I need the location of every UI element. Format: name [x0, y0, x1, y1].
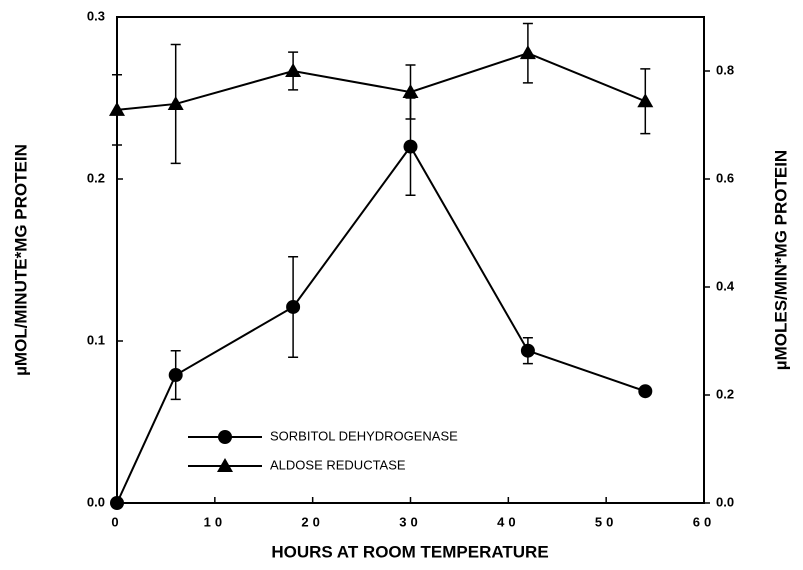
y2-tick-label: 0.0 [716, 494, 734, 509]
y-tick-label: 0.3 [87, 8, 105, 23]
point [168, 368, 183, 383]
legend-label: SORBITOL DEHYDROGENASE [270, 428, 458, 443]
series-line [116, 52, 646, 111]
point [110, 496, 124, 510]
x-tick-label: 20 [301, 514, 323, 529]
x-tick-label: 0 [111, 514, 122, 529]
y2-tick-label: 0.8 [716, 62, 734, 77]
point [109, 101, 125, 116]
series-line [116, 144, 646, 504]
y-axis-label: µMOL/MINUTE*MG PROTEIN [11, 144, 30, 376]
x-tick-label: 40 [497, 514, 519, 529]
legend-label: ALDOSE REDUCTASE [270, 457, 406, 472]
y2-tick-label: 0.2 [716, 386, 734, 401]
point [520, 343, 535, 358]
x-tick-label: 50 [595, 514, 617, 529]
x-tick-label: 60 [693, 514, 715, 529]
y-tick-label: 0.0 [87, 494, 105, 509]
point [403, 139, 418, 154]
x-tick-label: 10 [204, 514, 226, 529]
point [637, 93, 654, 108]
y2-axis-label: µMOLES/MIN*MG PROTEIN [771, 150, 790, 370]
y-tick-label: 0.2 [87, 170, 105, 185]
point [638, 384, 653, 399]
legend-marker [218, 430, 232, 444]
y2-tick-label: 0.4 [716, 278, 735, 293]
y2-tick-label: 0.6 [716, 170, 734, 185]
point [167, 95, 184, 110]
point [402, 84, 419, 99]
point [286, 299, 301, 314]
legend-marker [217, 458, 233, 472]
point [285, 63, 302, 77]
point [519, 45, 536, 60]
y-tick-label: 0.1 [87, 332, 105, 347]
x-axis-label: HOURS AT ROOM TEMPERATURE [271, 542, 548, 561]
x-tick-label: 30 [399, 514, 421, 529]
